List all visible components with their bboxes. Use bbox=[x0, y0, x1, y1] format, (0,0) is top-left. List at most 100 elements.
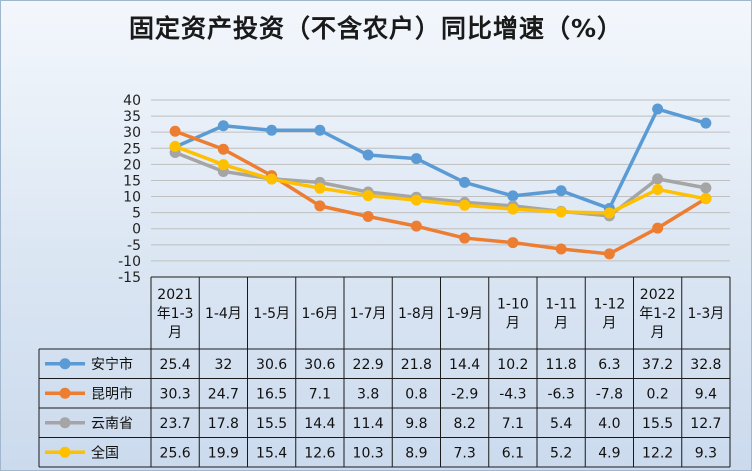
table-value: 11.4 bbox=[353, 416, 384, 432]
series-line bbox=[174, 129, 707, 256]
table-value: 30.6 bbox=[256, 357, 287, 373]
x-tick-label: 1-4月 bbox=[205, 306, 242, 322]
y-tick-label: 20 bbox=[123, 157, 141, 173]
x-tick-label: 2021 年1-3 月 bbox=[157, 287, 194, 341]
table-value: 0.2 bbox=[646, 386, 668, 402]
data-point bbox=[362, 190, 374, 202]
table-value: 16.5 bbox=[256, 386, 287, 402]
table-value: 15.4 bbox=[256, 445, 287, 461]
data-point bbox=[507, 237, 519, 249]
x-tick-label: 1-12 月 bbox=[593, 297, 625, 332]
table-value: 19.9 bbox=[208, 445, 239, 461]
series-line bbox=[174, 107, 707, 211]
data-point bbox=[217, 159, 229, 171]
legend-label: 云南省 bbox=[91, 416, 133, 432]
y-tick-label: 35 bbox=[123, 109, 141, 125]
table-value: 37.2 bbox=[642, 357, 673, 373]
table-value: 15.5 bbox=[256, 416, 287, 432]
table-value: 9.8 bbox=[405, 416, 427, 432]
legend-label: 昆明市 bbox=[91, 385, 133, 402]
y-tick-label: 25 bbox=[123, 141, 141, 157]
data-point bbox=[459, 176, 471, 188]
table-value: 23.7 bbox=[160, 416, 191, 432]
data-point bbox=[507, 203, 519, 215]
data-point bbox=[362, 149, 374, 161]
legend-marker bbox=[59, 387, 71, 399]
y-tick-label: -5 bbox=[127, 238, 141, 254]
data-point bbox=[555, 185, 567, 197]
table-value: 7.1 bbox=[309, 386, 331, 402]
data-point bbox=[266, 173, 278, 185]
y-tick-label: -10 bbox=[118, 254, 141, 270]
table-value: 4.9 bbox=[598, 445, 620, 461]
x-tick-label: 1-6月 bbox=[301, 306, 338, 322]
table-value: 9.4 bbox=[695, 386, 717, 402]
data-point bbox=[555, 206, 567, 218]
data-point bbox=[700, 182, 712, 194]
table-value: 6.3 bbox=[598, 357, 620, 373]
series-line bbox=[174, 144, 707, 215]
data-point bbox=[362, 210, 374, 222]
table-value: 12.6 bbox=[304, 445, 335, 461]
table-value: 21.8 bbox=[401, 357, 432, 373]
data-point bbox=[266, 124, 278, 136]
table-value: 5.2 bbox=[550, 445, 572, 461]
data-point bbox=[700, 117, 712, 129]
data-point bbox=[217, 143, 229, 155]
y-tick-label: 10 bbox=[123, 190, 141, 206]
data-point bbox=[217, 120, 229, 132]
table-value: 25.4 bbox=[160, 357, 191, 373]
legend-marker bbox=[59, 446, 71, 458]
data-point bbox=[410, 220, 422, 232]
data-point bbox=[700, 193, 712, 205]
table-value: 10.2 bbox=[497, 357, 528, 373]
table-value: -2.9 bbox=[451, 386, 478, 402]
table-value: 4.0 bbox=[598, 416, 620, 432]
table-value: -4.3 bbox=[499, 386, 526, 402]
x-tick-label: 1-7月 bbox=[350, 306, 387, 322]
table-value: 6.1 bbox=[502, 445, 524, 461]
table-value: 12.2 bbox=[642, 445, 673, 461]
table-value: 11.8 bbox=[546, 357, 577, 373]
y-tick-label: 40 bbox=[123, 93, 141, 109]
table-value: 14.4 bbox=[304, 416, 335, 432]
data-point bbox=[314, 200, 326, 212]
x-tick-label: 1-11 月 bbox=[545, 297, 577, 332]
table-value: 32 bbox=[214, 357, 232, 373]
y-tick-label: 5 bbox=[132, 206, 141, 222]
table-value: 17.8 bbox=[208, 416, 239, 432]
legend-marker bbox=[59, 358, 71, 370]
x-tick-label: 1-9月 bbox=[446, 306, 483, 322]
table-value: 15.5 bbox=[642, 416, 673, 432]
table-value: 9.3 bbox=[695, 445, 717, 461]
x-tick-label: 1-3月 bbox=[687, 306, 724, 322]
data-point bbox=[507, 190, 519, 202]
legend-label: 安宁市 bbox=[91, 356, 133, 373]
data-point bbox=[459, 232, 471, 244]
x-tick-label: 1-10 月 bbox=[497, 297, 529, 332]
x-tick-label: 2022 年1-2 月 bbox=[639, 287, 676, 341]
table-value: 32.8 bbox=[690, 357, 721, 373]
table-value: 24.7 bbox=[208, 386, 239, 402]
table-value: 12.7 bbox=[690, 416, 721, 432]
table-value: 7.1 bbox=[502, 416, 524, 432]
data-point bbox=[652, 183, 664, 195]
data-point bbox=[410, 153, 422, 165]
legend-label: 全国 bbox=[91, 444, 119, 461]
table-value: 30.6 bbox=[304, 357, 335, 373]
data-point bbox=[314, 182, 326, 194]
chart-title: 固定资产投资（不含农户）同比增速（%） bbox=[128, 14, 624, 43]
table-value: 8.9 bbox=[405, 445, 427, 461]
y-tick-label: 0 bbox=[132, 222, 141, 238]
data-point bbox=[169, 125, 181, 137]
table-value: -6.3 bbox=[547, 386, 574, 402]
data-point bbox=[410, 194, 422, 206]
table-value: 7.3 bbox=[453, 445, 475, 461]
data-point bbox=[555, 243, 567, 255]
legend-marker bbox=[59, 417, 71, 429]
data-point bbox=[603, 248, 615, 260]
data-point bbox=[652, 103, 664, 115]
table-value: 25.6 bbox=[160, 445, 191, 461]
